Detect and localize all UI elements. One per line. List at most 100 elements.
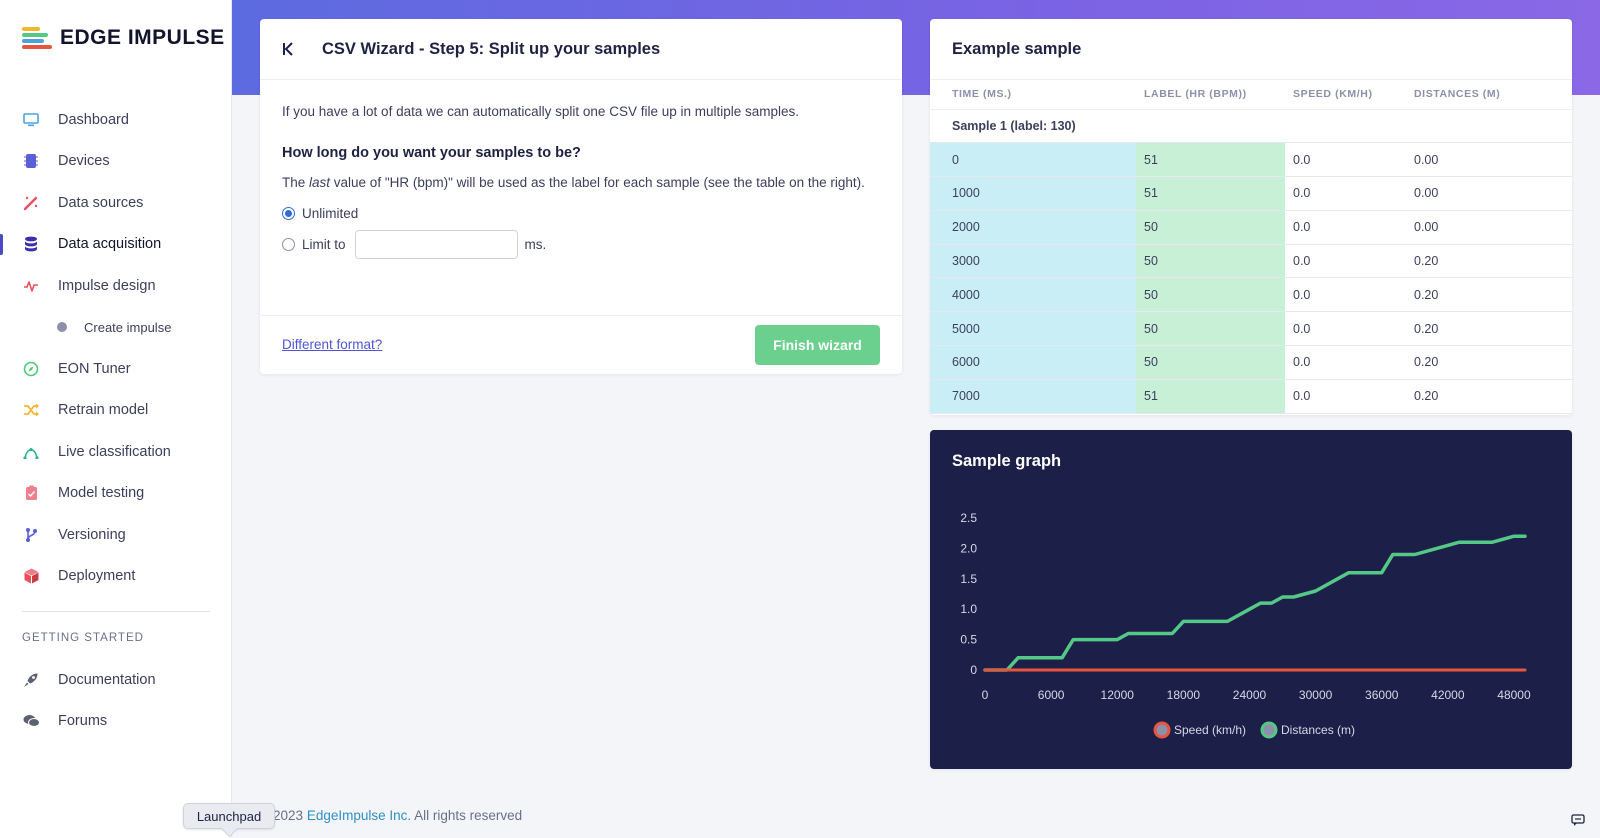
x-tick-label: 12000 (1101, 688, 1135, 702)
finish-wizard-button[interactable]: Finish wizard (755, 324, 880, 365)
cell-speed: 0.0 (1285, 311, 1406, 347)
table-row: 2000 50 0.0 0.00 (930, 210, 1572, 245)
cell-distance: 0.00 (1406, 142, 1572, 178)
footer: 2023 EdgeImpulse Inc. All rights reserve… (273, 808, 522, 823)
chip-icon (22, 152, 40, 170)
desc-emphasis: last (309, 175, 331, 190)
x-tick-label: 36000 (1365, 688, 1399, 702)
sidebar-item-label: EON Tuner (58, 360, 131, 377)
col-time: TIME (MS.) (930, 80, 1136, 110)
cell-label: 50 (1136, 345, 1285, 380)
cell-speed: 0.0 (1285, 142, 1406, 178)
cell-time: 3000 (930, 244, 1136, 279)
col-distances: DISTANCES (M) (1406, 80, 1572, 110)
graph-title: Sample graph (952, 452, 1062, 470)
sidebar-divider (22, 611, 210, 612)
wizard-question: How long do you want your samples to be? (282, 145, 581, 161)
x-tick-label: 30000 (1299, 688, 1333, 702)
sidebar-item-label: Forums (58, 713, 108, 730)
option-limit[interactable]: Limit to ms. (282, 230, 880, 259)
table-row: 7000 51 0.0 0.20 (930, 379, 1572, 414)
x-tick-label: 24000 (1233, 688, 1267, 702)
sidebar-item-label: Retrain model (58, 402, 149, 419)
back-chevron-icon[interactable] (282, 40, 300, 58)
logo-mark-icon (22, 27, 52, 49)
branch-icon (22, 526, 40, 544)
sidebar-item-deployment[interactable]: Deployment (0, 556, 232, 598)
cell-speed: 0.0 (1285, 277, 1406, 313)
y-tick-label: 2.5 (960, 511, 977, 525)
wizard-title: CSV Wizard - Step 5: Split up your sampl… (322, 39, 661, 58)
cell-time: 0 (930, 142, 1136, 178)
sidebar-item-dashboard[interactable]: Dashboard (0, 99, 232, 141)
cell-distance: 0.20 (1406, 311, 1572, 347)
col-speed: SPEED (KM/H) (1285, 80, 1406, 110)
sidebar-item-live-classification[interactable]: Live classification (0, 431, 232, 473)
sidebar-item-data-sources[interactable]: Data sources (0, 182, 232, 224)
feedback-chat-icon[interactable] (1567, 810, 1589, 830)
table-header-row: TIME (MS.) LABEL (HR (BPM)) SPEED (KM/H)… (930, 80, 1572, 110)
x-tick-label: 0 (982, 688, 989, 702)
limit-unit: ms. (524, 237, 547, 252)
sample-graph-card: Sample graph 0 0.5 1.0 1.5 2.0 2.5 0 6000 12000 1… (930, 430, 1572, 769)
cell-time: 4000 (930, 277, 1136, 313)
series-line-distances (983, 534, 1527, 672)
sidebar-item-forums[interactable]: Forums (0, 701, 232, 743)
y-tick-label: 0.5 (960, 633, 977, 647)
database-icon (22, 235, 40, 253)
x-tick-label: 48000 (1497, 688, 1531, 702)
col-label: LABEL (HR (BPM)) (1136, 80, 1285, 110)
rights-text: All rights reserved (414, 808, 523, 823)
sidebar-item-eon-tuner[interactable]: EON Tuner (0, 348, 232, 390)
cell-time: 6000 (930, 345, 1136, 380)
sample-group-label: Sample 1 (label: 130) (930, 109, 1572, 144)
sidebar-item-versioning[interactable]: Versioning (0, 514, 232, 556)
table-row: 1000 51 0.0 0.00 (930, 176, 1572, 211)
monitor-icon (22, 111, 40, 129)
limit-ms-input[interactable] (354, 230, 518, 259)
company-link[interactable]: EdgeImpulse Inc. (306, 808, 412, 823)
option-unlimited[interactable]: Unlimited (282, 206, 880, 221)
limit-radio[interactable] (282, 238, 295, 251)
sidebar-subitem-label: Create impulse (84, 319, 172, 335)
legend-label: Speed (km/h) (1174, 723, 1246, 737)
legend-label: Distances (m) (1281, 723, 1355, 737)
brand-logo[interactable]: EDGE IMPULSE (22, 26, 225, 50)
desc-suffix: value of "HR (bpm)" will be used as the … (330, 175, 865, 190)
cell-distance: 0.20 (1406, 345, 1572, 380)
sidebar-item-impulse-design[interactable]: Impulse design (0, 265, 232, 307)
y-tick-label: 1.5 (960, 572, 977, 586)
wizard-intro: If you have a lot of data we can automat… (282, 104, 800, 119)
cell-speed: 0.0 (1285, 176, 1406, 211)
cell-label: 51 (1136, 176, 1285, 211)
sidebar-section-title: GETTING STARTED (22, 632, 144, 644)
sidebar-item-model-testing[interactable]: Model testing (0, 473, 232, 515)
different-format-link[interactable]: Different format? (282, 337, 383, 352)
sample-graph-chart: 0 0.5 1.0 1.5 2.0 2.5 0 6000 12000 18000 24000 3000… (960, 511, 1531, 739)
cell-time: 1000 (930, 176, 1136, 211)
cell-speed: 0.0 (1285, 345, 1406, 380)
sidebar-item-label: Documentation (58, 671, 156, 688)
x-tick-label: 6000 (1038, 688, 1065, 702)
chat-bubbles-icon (22, 712, 40, 730)
rocket-icon (22, 671, 40, 689)
table-row: 5000 50 0.0 0.20 (930, 311, 1572, 347)
table-row: 0 51 0.0 0.00 (930, 142, 1572, 178)
sidebar-subitem-create-impulse[interactable]: Create impulse (0, 307, 232, 349)
sidebar-item-retrain-model[interactable]: Retrain model (0, 390, 232, 432)
sidebar-item-documentation[interactable]: Documentation (0, 659, 232, 701)
limit-label: Limit to (302, 237, 346, 252)
sidebar-item-devices[interactable]: Devices (0, 141, 232, 183)
pulse-icon (22, 277, 40, 295)
sidebar-item-label: Model testing (58, 485, 145, 502)
sidebar-item-label: Data acquisition (58, 236, 162, 253)
cell-distance: 0.20 (1406, 244, 1572, 279)
unlimited-radio[interactable] (282, 207, 295, 220)
sidebar-item-data-acquisition[interactable]: Data acquisition (0, 224, 232, 266)
signal-icon (22, 443, 40, 461)
cell-distance: 0.20 (1406, 379, 1572, 414)
csv-wizard-card: CSV Wizard - Step 5: Split up your sampl… (260, 19, 902, 374)
example-sample-card: Example sample TIME (MS.) LABEL (HR (BPM… (930, 19, 1572, 415)
cell-label: 51 (1136, 142, 1285, 178)
brand-name: EDGE IMPULSE (60, 26, 225, 49)
